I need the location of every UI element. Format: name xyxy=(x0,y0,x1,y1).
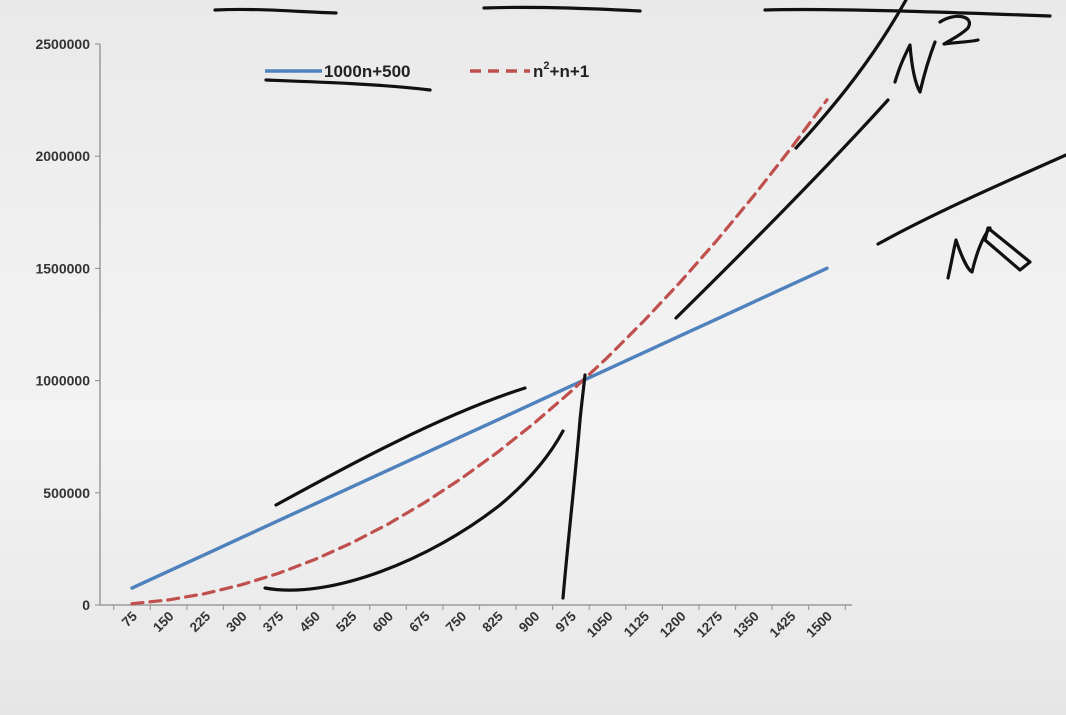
x-tick-label: 75 xyxy=(119,608,141,630)
legend-underline xyxy=(264,78,432,92)
top-underline-2 xyxy=(482,5,642,13)
series-line-linear xyxy=(130,266,829,590)
x-tick-label: 525 xyxy=(333,608,360,635)
x-tick-label: 1425 xyxy=(767,608,799,640)
letter-n-squared xyxy=(893,40,937,94)
x-tick-label: 675 xyxy=(406,608,433,635)
mark-linear-low xyxy=(274,386,527,507)
mark-linear-high xyxy=(876,153,1066,246)
x-tick-label: 825 xyxy=(479,608,506,635)
mark-quadratic-high-2 xyxy=(674,98,890,320)
mark-quadratic-low xyxy=(263,429,565,592)
letter-n xyxy=(946,226,992,280)
pen-cursor xyxy=(983,226,1032,272)
x-tick-label: 1350 xyxy=(730,609,762,641)
mark-crossover xyxy=(561,373,587,600)
x-tick-label: 750 xyxy=(443,609,470,636)
series-line-quadratic xyxy=(130,98,829,606)
y-tick-label: 1500000 xyxy=(35,260,90,276)
y-tick-label: 2500000 xyxy=(35,36,90,52)
x-tick-label: 1200 xyxy=(657,609,689,641)
x-tick-label: 1125 xyxy=(621,608,653,640)
x-tick-label: 975 xyxy=(553,608,580,635)
x-tick-label: 900 xyxy=(516,609,543,636)
y-tick-label: 1000000 xyxy=(35,373,90,389)
y-axis-ticks: 0 500000 1000000 1500000 2000000 2500000 xyxy=(35,36,100,613)
x-tick-label: 1500 xyxy=(803,609,835,641)
x-tick-label: 300 xyxy=(223,609,250,636)
top-underline-1 xyxy=(213,7,338,15)
x-tick-label: 225 xyxy=(187,608,214,635)
legend: 1000n+500 n2+n+1 xyxy=(265,60,589,81)
mark-quadratic-high xyxy=(794,0,908,150)
x-tick-label: 1275 xyxy=(694,608,726,640)
x-axis-ticks: 75 150 225 300 375 450 525 600 675 750 825 900 975 10… xyxy=(113,605,846,641)
x-tick-label: 375 xyxy=(260,608,287,635)
x-tick-label: 150 xyxy=(150,609,177,636)
x-tick-label: 600 xyxy=(370,609,397,636)
top-underline-3 xyxy=(763,7,1052,18)
x-tick-label: 1050 xyxy=(584,609,616,641)
handwritten-annotations xyxy=(213,0,1066,600)
legend-label: n2+n+1 xyxy=(533,60,589,81)
y-tick-label: 2000000 xyxy=(35,148,90,164)
letter-two xyxy=(938,14,980,46)
y-tick-label: 0 xyxy=(82,597,90,613)
x-tick-label: 450 xyxy=(296,609,323,636)
legend-label: 1000n+500 xyxy=(324,62,411,81)
y-tick-label: 500000 xyxy=(43,485,90,501)
